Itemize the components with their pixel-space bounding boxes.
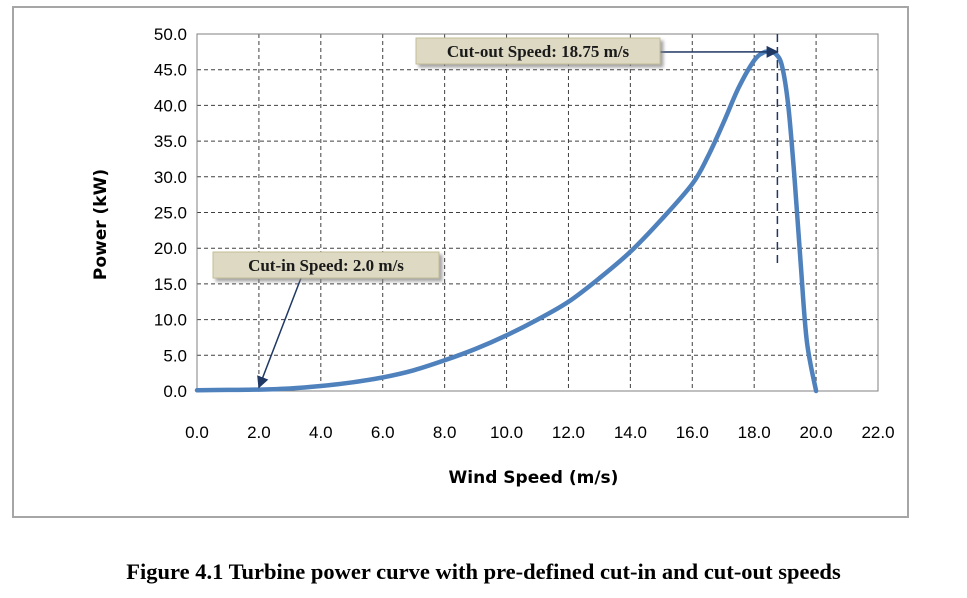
grid-lines (197, 34, 878, 391)
x-tick-label: 2.0 (247, 423, 271, 442)
y-axis-tick-labels: 0.0 5.0 10.0 15.0 20.0 25.0 30.0 35.0 40.0 45.0 50… (154, 25, 187, 401)
series-layer (194, 49, 819, 394)
x-tick-label: 16.0 (676, 423, 709, 442)
x-tick-label: 10.0 (490, 423, 523, 442)
y-tick-label: 20.0 (154, 239, 187, 258)
annotation-arrow (257, 277, 302, 389)
y-tick-label: 15.0 (154, 275, 187, 294)
y-tick-label: 35.0 (154, 132, 187, 151)
x-tick-label: 22.0 (861, 423, 894, 442)
x-tick-label: 4.0 (309, 423, 333, 442)
y-tick-label: 50.0 (154, 25, 187, 44)
y-tick-label: 30.0 (154, 168, 187, 187)
y-tick-label: 10.0 (154, 311, 187, 330)
power-curve-line (194, 49, 819, 394)
x-axis-label: Wind Speed (m/s) (449, 468, 619, 488)
y-tick-label: 25.0 (154, 204, 187, 223)
x-tick-label: 6.0 (371, 423, 395, 442)
annotation-box (212, 251, 440, 279)
x-tick-label: 20.0 (800, 423, 833, 442)
y-tick-label: 45.0 (154, 61, 187, 80)
annotation-box (415, 37, 661, 65)
y-tick-label: 5.0 (163, 346, 187, 365)
power-curve-chart: 0.0 5.0 10.0 15.0 20.0 25.0 30.0 35.0 40.0 45.0 50… (91, 25, 895, 488)
x-tick-label: 18.0 (738, 423, 771, 442)
x-tick-label: 12.0 (552, 423, 585, 442)
annotation-label: Cut-in Speed: 2.0 m/s (248, 256, 404, 275)
annotations: Cut-out Speed: 18.75 m/s Cut-in Speed: 2.… (212, 37, 779, 389)
y-axis-label: Power (kW) (91, 169, 111, 280)
x-tick-label: 14.0 (614, 423, 647, 442)
x-tick-label: 0.0 (185, 423, 209, 442)
annotation-label: Cut-out Speed: 18.75 m/s (447, 42, 630, 61)
chart-frame: 0.0 5.0 10.0 15.0 20.0 25.0 30.0 35.0 40.0 45.0 50… (12, 6, 909, 518)
figure-caption: Figure 4.1 Turbine power curve with pre-… (126, 559, 841, 584)
y-tick-label: 40.0 (154, 96, 187, 115)
plot-area (196, 33, 879, 392)
y-tick-label: 0.0 (163, 382, 187, 401)
x-tick-label: 8.0 (433, 423, 457, 442)
x-axis-tick-labels: 0.0 2.0 4.0 6.0 8.0 10.0 12.0 14.0 16.0 18.0 20.0 2… (185, 423, 894, 442)
